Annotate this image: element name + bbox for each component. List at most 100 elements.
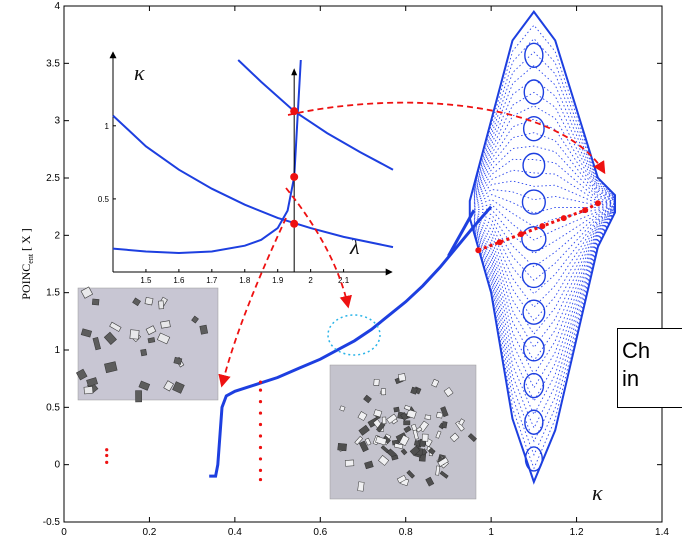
inset-curve [237,59,394,171]
red-point [258,380,263,384]
red-diagonal-trace [477,201,599,252]
fragment [424,414,432,420]
red-point [475,247,482,254]
chaos-envelope [468,10,617,485]
ribbon-fragment [158,300,164,310]
fragment [406,409,417,419]
highlight-circle [327,314,381,356]
ribbon-fragment [75,368,88,381]
fragment [358,440,369,453]
arrow-to-chaos [287,101,606,175]
ribbon-fragment [156,332,171,345]
chaos-trajectory [473,105,616,200]
fragment [337,442,347,452]
fragment [449,432,460,443]
x-tick-label: 1 [488,527,494,538]
inset-curves [112,59,394,255]
chaos-trajectory [473,199,616,228]
fragment [412,429,419,440]
x-tick-label: 0.4 [228,527,242,538]
red-point [496,239,503,246]
ribbon-fragment [92,336,101,351]
red-point [518,231,525,238]
red-point [258,434,263,438]
corner-kappa-label: κ [592,480,603,505]
fragment [425,476,435,487]
chaos-trajectory [473,78,616,199]
fragment [421,433,429,442]
chaos-trajectory [473,180,616,204]
ribbon-fragment [160,320,171,329]
fragment [393,406,400,413]
fragment [363,394,372,404]
chaos-lens [521,189,546,215]
fragment [378,455,390,466]
chaos-lens [521,226,547,252]
chaos-trajectory [473,208,616,389]
chaos-lens [524,409,544,435]
ribbon-fragment [80,286,94,299]
fragment [364,437,372,446]
inset-plot: 1.5 1.6 1.7 1.8 1.9 2 2.1 0.5 1 κ λ [96,46,396,285]
fragment [381,388,386,396]
fragment [410,386,418,395]
red-point [258,422,263,427]
fragment [391,454,399,461]
chaos-lens [524,42,544,69]
inset-x-tick-label: 2.1 [338,276,350,285]
chaos-lens [521,262,546,289]
x-tick-label: 0 [61,527,67,538]
fragment [406,469,415,479]
fragment [403,420,411,426]
red-point [258,457,263,461]
inset-marker [290,219,299,228]
ribbon-fragment [83,386,94,395]
chaos-lens [522,336,545,362]
chaos-lens [523,372,545,399]
chaos-trajectory [473,205,616,295]
y-tick-label: 1 [54,345,60,356]
chaos-trajectory [473,132,616,201]
y-tick-label: 1.5 [46,288,60,299]
inset-marker [290,172,299,181]
y-tick-label: 2.5 [46,173,60,184]
red-point [258,468,263,472]
chaos-trajectory [473,203,616,241]
chaos-trajectory [473,91,616,199]
fragment [358,424,370,436]
fragment [435,465,441,476]
chaos-lens [522,115,545,142]
chaos-trajectory [473,209,616,403]
ribbon-fragment [109,321,122,332]
y-tick-label: 0 [54,460,60,471]
fragment [400,448,408,456]
x-tick-label: 0.6 [313,527,327,538]
callout-box: Ch in [617,328,682,408]
main-y-axis-label: POINCent [ X ] [19,228,35,299]
chaos-trajectory [473,169,616,202]
ribbon-fragment [140,348,148,357]
chaos-trajectory [474,203,616,255]
fragment [439,470,449,479]
ribbon-fragment [103,331,117,345]
fragment [403,425,412,433]
ribbon-fragment [138,380,151,391]
chaotic-attractor-region [447,10,617,485]
inset-vline-arrowhead [291,68,298,76]
y-tick-label: -0.5 [43,517,61,528]
ribbon-fragment [86,377,99,387]
ribbon-fragment [91,298,100,306]
main-blue-curve [209,205,493,478]
chaos-trajectory [474,204,616,268]
inset-x-axis-label: λ [349,234,360,259]
fragment [393,442,404,449]
callout-line-1: Ch [622,338,651,363]
red-point [582,207,589,214]
fragment [443,387,454,397]
chaos-trajectory [473,207,616,349]
y-tick-label: 3.5 [46,58,60,69]
red-point [258,477,263,482]
fragment [339,405,346,412]
y-tick-label: 2 [54,230,60,241]
fragment [440,406,449,418]
